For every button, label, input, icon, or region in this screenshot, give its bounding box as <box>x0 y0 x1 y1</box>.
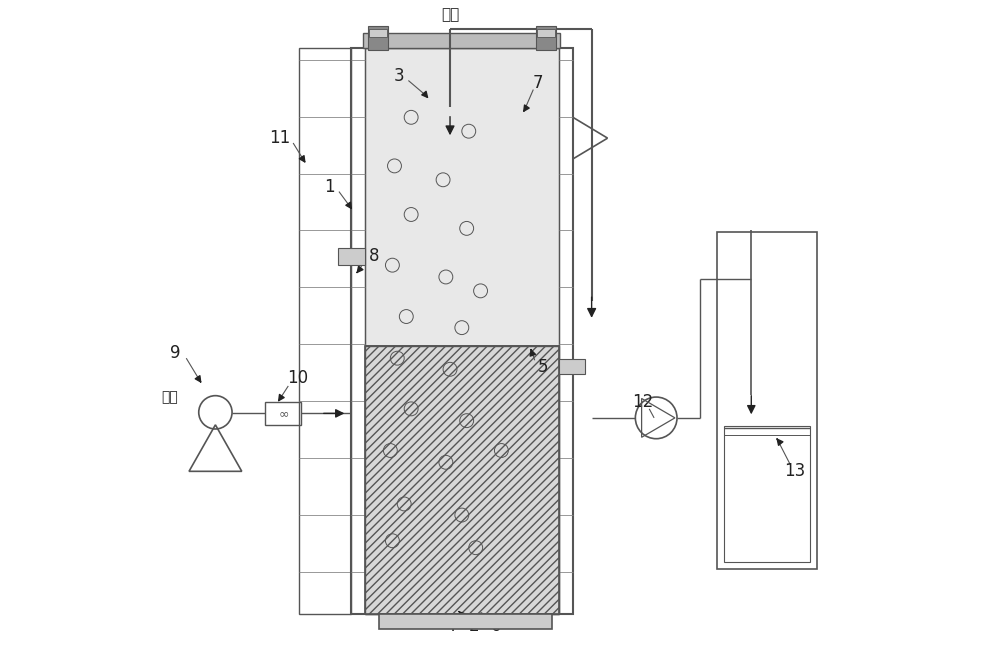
Text: 5: 5 <box>538 358 548 376</box>
Text: 8: 8 <box>368 247 379 265</box>
Bar <box>351 48 573 614</box>
Text: 空气: 空气 <box>161 390 178 404</box>
Bar <box>365 48 559 614</box>
Text: 9: 9 <box>170 344 180 362</box>
Text: 13: 13 <box>784 462 806 480</box>
Text: 7: 7 <box>533 74 543 92</box>
Text: 12: 12 <box>632 393 653 411</box>
Text: 11: 11 <box>269 129 290 147</box>
Bar <box>369 29 387 37</box>
Text: 2: 2 <box>468 617 479 635</box>
Bar <box>536 26 556 50</box>
Bar <box>537 29 555 37</box>
Bar <box>379 614 552 629</box>
Bar <box>365 346 559 614</box>
Bar <box>365 346 559 614</box>
Bar <box>717 232 817 569</box>
Text: 4: 4 <box>445 617 455 635</box>
Text: ∞: ∞ <box>278 407 289 420</box>
Bar <box>724 426 810 561</box>
Bar <box>265 402 301 425</box>
Bar <box>365 48 559 346</box>
Text: 1: 1 <box>325 178 335 196</box>
Text: 10: 10 <box>287 368 308 386</box>
Text: 3: 3 <box>394 66 405 84</box>
Bar <box>363 33 560 48</box>
Bar <box>368 26 388 50</box>
Text: 6: 6 <box>491 617 502 635</box>
Text: 进水: 进水 <box>441 7 459 22</box>
Bar <box>559 359 585 374</box>
Bar <box>299 48 351 614</box>
Bar <box>338 248 365 265</box>
